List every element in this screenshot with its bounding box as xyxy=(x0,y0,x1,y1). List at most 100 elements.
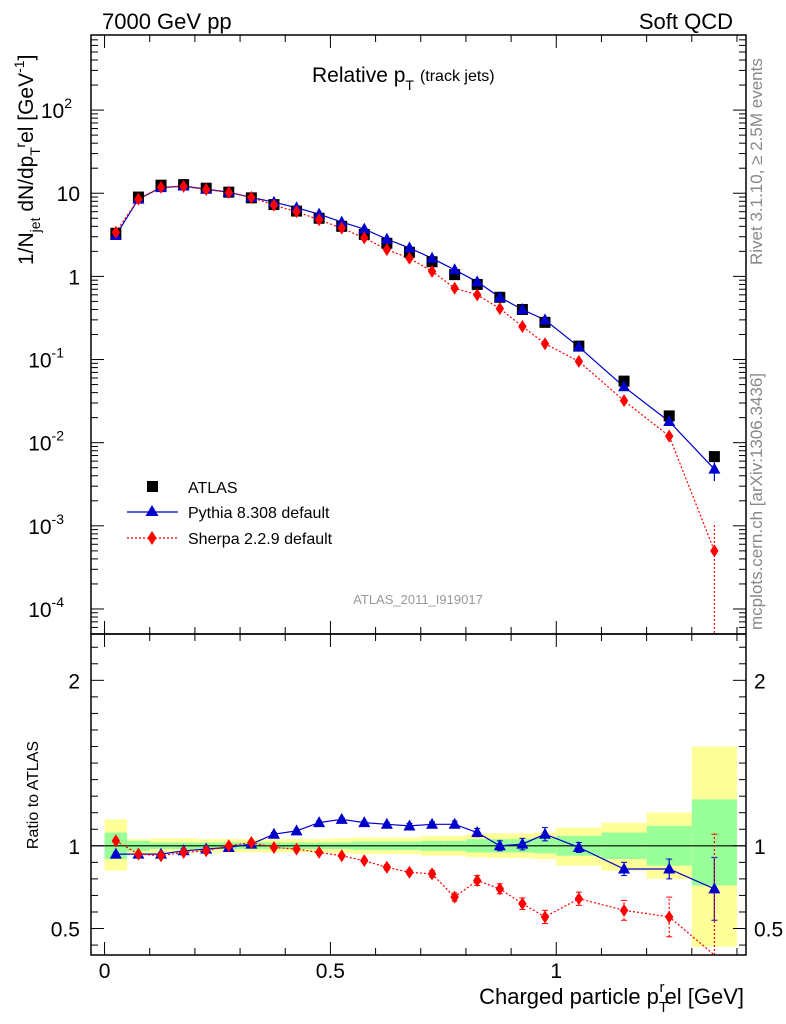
legend-label-atlas: ATLAS xyxy=(188,480,238,497)
ratio-point-1-5 xyxy=(224,839,233,853)
ratio-point-0-16 xyxy=(471,826,484,838)
ratio-point-0-12 xyxy=(380,817,393,829)
ratio-point-1-12 xyxy=(382,860,392,874)
main-y-tick-label: 1 xyxy=(68,266,80,289)
ratio-point-0-17 xyxy=(493,839,506,851)
legend-square-marker xyxy=(147,481,158,492)
main-point-2-10 xyxy=(337,221,346,235)
main-y-tick-label-exp: -1 xyxy=(52,345,65,361)
main-point-2-18 xyxy=(518,319,527,333)
ratio-point-1-3 xyxy=(179,845,188,859)
y-label-part-3: dN/dp xyxy=(15,156,38,218)
main-point-2-3 xyxy=(179,179,188,193)
ratio-plot-panel: 0.5 0.51 12 2 0 0.5 1 Ratio to ATLAS Charged … xyxy=(25,633,783,1016)
x-tick-label: 1 xyxy=(550,960,562,983)
ratio-point-0-9 xyxy=(313,816,326,828)
main-y-tick-label: 10 xyxy=(57,183,80,206)
ratio-uncertainty-bands xyxy=(91,746,746,947)
main-y-tick-label-base: 10 xyxy=(28,433,51,456)
main-point-1-9 xyxy=(313,207,326,219)
main-y-tick-label-base: 1 xyxy=(68,266,80,289)
ratio-point-1-20 xyxy=(574,892,584,906)
ratio-point-0-0 xyxy=(109,847,122,859)
plot-title-main: Relative p xyxy=(312,64,405,87)
main-point-2-5 xyxy=(224,186,233,200)
main-point-2-0 xyxy=(111,225,121,239)
ratio-point-1-9 xyxy=(314,845,324,859)
ratio-series-line-1 xyxy=(115,840,715,956)
x-axis-label: Charged particle pTrel [GeV] xyxy=(479,979,744,1016)
ratio-point-1-0 xyxy=(111,834,121,848)
ratio-y-tick-label-left: 1 xyxy=(68,836,80,859)
main-point-1-11 xyxy=(358,222,371,234)
main-point-1-23 xyxy=(708,462,721,474)
main-point-2-19 xyxy=(540,337,550,351)
ratio-point-0-14 xyxy=(426,817,439,829)
rivet-version-label: Rivet 3.1.10, ≥ 2.5M events xyxy=(747,58,766,265)
main-point-1-16 xyxy=(471,275,484,287)
x-label-sup: r xyxy=(660,979,665,996)
y-label-part-8: ] xyxy=(15,55,38,61)
main-point-1-21 xyxy=(618,380,631,392)
ratio-point-0-10 xyxy=(335,812,348,824)
ratio-point-1-21 xyxy=(619,903,629,917)
y-label-part-1: 1/N xyxy=(15,232,38,265)
main-y-tick-label-base: 10 xyxy=(28,516,51,539)
ratio-y-tick-label-left: 2 xyxy=(68,670,80,693)
main-y-tick-label-base: 10 xyxy=(57,183,80,206)
main-point-1-22 xyxy=(663,414,676,426)
ratio-point-1-4 xyxy=(201,844,211,858)
ratio-point-1-16 xyxy=(473,874,482,888)
ratio-point-1-14 xyxy=(427,867,437,881)
main-point-2-4 xyxy=(201,182,211,196)
y-label-part-7: -1 xyxy=(11,60,27,73)
main-axis-ticks xyxy=(91,34,746,635)
main-point-1-12 xyxy=(380,232,393,244)
main-point-2-8 xyxy=(292,205,301,219)
y-label-part-2: jet xyxy=(27,217,43,233)
main-point-2-1 xyxy=(134,192,143,206)
main-point-2-13 xyxy=(405,251,414,265)
ratio-y-tick-label-right: 2 xyxy=(754,670,766,693)
main-point-1-10 xyxy=(335,215,348,227)
plot-title-extra: (track jets) xyxy=(420,68,495,85)
category-label: Soft QCD xyxy=(639,9,733,34)
main-y-tick-label-base: 10 xyxy=(28,350,51,373)
main-y-tick-label-exp: -4 xyxy=(52,594,65,610)
ratio-point-1-10 xyxy=(337,849,346,863)
main-series-line-1 xyxy=(115,185,715,470)
main-point-1-14 xyxy=(426,251,439,263)
legend-diamond-marker xyxy=(147,531,157,545)
main-point-2-23 xyxy=(710,544,719,558)
legend-entry-pythia: Pythia 8.308 default xyxy=(127,505,330,522)
main-point-2-15 xyxy=(450,281,459,295)
plot-title: Relative pT (track jets) xyxy=(312,64,495,93)
ratio-point-0-13 xyxy=(403,819,416,831)
x-tick-label: 0 xyxy=(99,960,111,983)
ratio-point-1-19 xyxy=(540,910,550,924)
ratio-point-1-18 xyxy=(518,897,527,911)
analysis-watermark: ATLAS_2011_I919017 xyxy=(353,592,483,607)
ratio-point-0-20 xyxy=(572,840,585,852)
legend-entry-atlas: ATLAS xyxy=(147,480,238,497)
ratio-point-0-11 xyxy=(358,816,371,828)
main-y-tick-label: 10-4 xyxy=(28,594,64,622)
main-y-axis-label: 1/Njet dN/dpTrel [GeV-1] xyxy=(11,55,43,265)
x-label-sub: T xyxy=(659,999,668,1016)
main-y-tick-label: 10-2 xyxy=(28,428,64,456)
ratio-point-0-18 xyxy=(516,837,529,849)
main-y-tick-label: 102 xyxy=(41,95,72,123)
main-point-1-13 xyxy=(403,241,416,253)
ratio-point-1-1 xyxy=(134,847,143,861)
ratio-point-0-23 xyxy=(708,882,721,894)
main-series-line-2 xyxy=(115,185,715,552)
main-plot-marks xyxy=(109,179,721,634)
main-point-1-17 xyxy=(493,290,506,302)
ratio-point-1-8 xyxy=(292,842,301,856)
main-point-1-20 xyxy=(572,340,585,352)
ratio-point-1-15 xyxy=(450,890,459,904)
main-point-2-22 xyxy=(665,429,674,443)
ratio-y-tick-label-right: 0.5 xyxy=(754,919,783,942)
